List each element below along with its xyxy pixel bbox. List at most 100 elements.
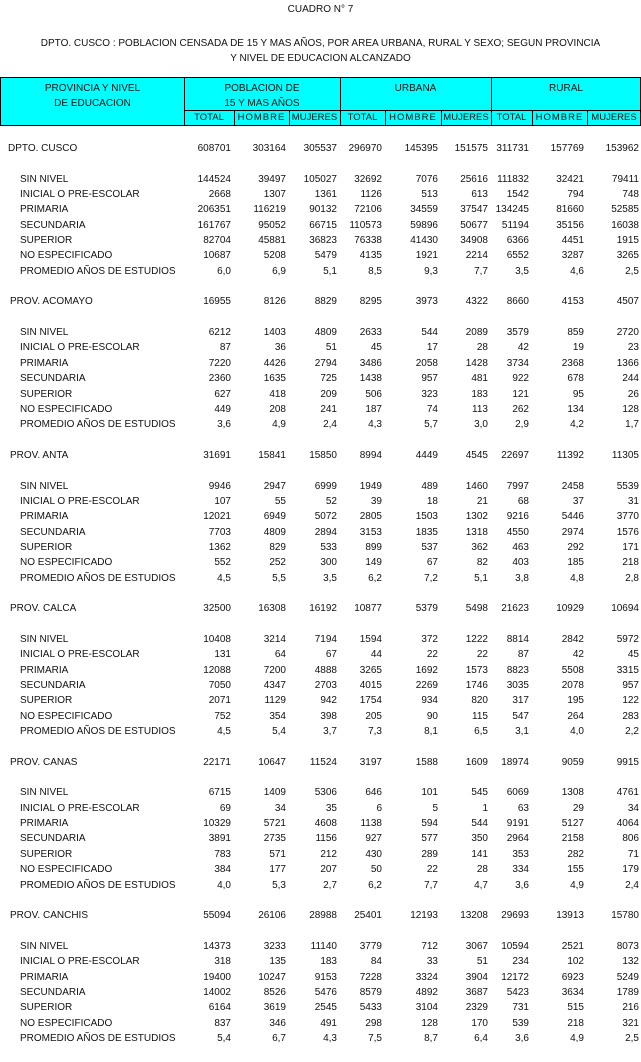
row-label: NO ESPECIFICADO	[20, 403, 113, 415]
cell-mujeres: 21	[476, 495, 488, 507]
table-row: PROMEDIO AÑOS DE ESTUDIOS 4,0 5,3 2,7 6,2 7,7…	[0, 878, 641, 893]
cell-total: 922	[512, 373, 529, 385]
cell-mujeres: 244	[622, 373, 639, 385]
table-title: DPTO. CUSCO : POBLACION CENSADA DE 15 Y …	[0, 36, 641, 66]
cell-hombre: 102	[567, 956, 584, 968]
row-label: PROV. CANCHIS	[10, 910, 88, 922]
subcolumn-header-mujeres: MUJERES	[591, 112, 637, 123]
cell-total: 187	[365, 403, 382, 415]
row-label: SECUNDARIA	[20, 986, 86, 998]
cell-mujeres: 35	[325, 802, 337, 814]
cell-hombre: 513	[421, 189, 438, 201]
table-row: INICIAL O PRE-ESCOLAR 87 36 51 45 17 28 42 19 23	[0, 340, 641, 355]
table-row: PRIMARIA 12021 6949 5072 2805 1503 1302 9216 544…	[0, 509, 641, 524]
subcolumn-header-hombre: HOMBRE	[389, 112, 437, 123]
table-row: INICIAL O PRE-ESCOLAR 107 55 52 39 18 21 68 37 31	[0, 494, 641, 509]
cell-mujeres: 79411	[611, 173, 639, 185]
row-label: PROV. ACOMAYO	[10, 296, 93, 308]
cell-hombre: 5,5	[272, 572, 286, 584]
divider	[234, 111, 235, 125]
cell-hombre: 18	[426, 495, 438, 507]
cell-mujeres: 5498	[465, 603, 488, 615]
cell-total: 7220	[208, 357, 231, 369]
row-label: SIN NIVEL	[20, 787, 69, 799]
cell-hombre: 7,7	[424, 879, 438, 891]
cell-hombre: 6949	[263, 511, 286, 523]
cell-total: 42	[517, 342, 529, 354]
stub-header-line-2: DE EDUCACION	[54, 98, 131, 109]
cell-total: 3891	[208, 833, 231, 845]
cell-total: 7703	[208, 526, 231, 538]
cell-mujeres: 34	[627, 802, 639, 814]
cell-total: 3,1	[515, 726, 529, 738]
cell-hombre: 26106	[258, 910, 286, 922]
cell-total: 39	[370, 495, 382, 507]
cell-hombre: 372	[421, 634, 438, 645]
cell-hombre: 6,7	[272, 1032, 286, 1044]
cell-mujeres: 820	[471, 695, 488, 707]
cell-mujeres: 37547	[460, 204, 488, 216]
cell-mujeres: 51	[325, 342, 337, 354]
cell-hombre: 354	[269, 710, 286, 722]
subcolumn-header-mujeres: MUJERES	[291, 112, 338, 123]
cell-mujeres: 2794	[314, 357, 337, 369]
spacer	[0, 924, 641, 939]
row-label: NO ESPECIFICADO	[20, 557, 113, 569]
cell-total: 6212	[208, 327, 231, 339]
cell-total: 6,2	[368, 879, 382, 891]
cell-total: 29693	[501, 910, 529, 922]
cell-total: 9216	[506, 511, 529, 523]
cell-hombre: 6923	[561, 971, 584, 983]
cell-total: 4,3	[368, 419, 382, 431]
cell-total: 14373	[203, 940, 231, 952]
row-label: SIN NIVEL	[20, 327, 69, 339]
subcolumn-header-mujeres: MUJERES	[443, 112, 489, 123]
cell-hombre: 90	[426, 710, 438, 722]
cell-total: 8814	[506, 634, 529, 645]
cell-total: 19400	[203, 971, 231, 983]
cell-total: 107	[214, 495, 231, 507]
cell-mujeres: 957	[622, 680, 639, 692]
cell-mujeres: 3,5	[323, 572, 337, 584]
row-label: PROMEDIO AÑOS DE ESTUDIOS	[20, 879, 176, 891]
cell-hombre: 2947	[263, 480, 286, 492]
cell-hombre: 33	[426, 956, 438, 968]
table-row: SECUNDARIA 7703 4809 2894 3153 1835 1318 4550 29…	[0, 525, 641, 540]
cell-hombre: 292	[567, 541, 584, 553]
cell-mujeres: 4,3	[323, 1032, 337, 1044]
cell-total: 4,5	[217, 726, 231, 738]
cell-mujeres: 9915	[616, 756, 639, 768]
cell-hombre: 2368	[561, 357, 584, 369]
table-row: PRIMARIA 206351 116219 90132 72106 34559 37547…	[0, 202, 641, 217]
spacer	[0, 156, 641, 171]
cell-mujeres: 51	[476, 956, 488, 968]
row-label: INICIAL O PRE-ESCOLAR	[20, 802, 140, 814]
cell-total: 18974	[501, 756, 529, 768]
cell-mujeres: 748	[622, 189, 639, 201]
cell-hombre: 5,3	[272, 879, 286, 891]
table-row: SECUNDARIA 3891 2735 1156 927 577 350 2964 2158 8…	[0, 831, 641, 846]
cell-hombre: 3634	[561, 986, 584, 998]
spacer	[0, 1046, 641, 1061]
cell-total: 10594	[501, 940, 529, 952]
cell-hombre: 1503	[415, 511, 438, 523]
cell-total: 3,6	[515, 1032, 529, 1044]
cell-hombre: 934	[421, 695, 438, 707]
cell-mujeres: 5972	[616, 634, 639, 645]
cell-mujeres: 4,7	[474, 879, 488, 891]
subcolumn-header-hombre: HOMBRE	[535, 112, 584, 123]
cell-mujeres: 4608	[314, 818, 337, 830]
cell-total: 234	[512, 956, 529, 968]
cell-total: 8660	[506, 296, 529, 308]
cell-total: 3579	[506, 327, 529, 339]
cell-hombre: 1921	[415, 250, 438, 262]
section-total-row: PROV. CALCA 32500 16308 16192 10877 5379 5498 2…	[0, 601, 641, 616]
cell-mujeres: 170	[471, 1017, 488, 1029]
cell-total: 6552	[506, 250, 529, 262]
table-row: PRIMARIA 12088 7200 4888 3265 1692 1573 8823 550…	[0, 663, 641, 678]
cell-hombre: 2078	[561, 680, 584, 692]
cell-mujeres: 5249	[616, 971, 639, 983]
cell-hombre: 10929	[556, 603, 584, 615]
cell-total: 84	[370, 956, 382, 968]
cell-total: 50	[370, 864, 382, 876]
